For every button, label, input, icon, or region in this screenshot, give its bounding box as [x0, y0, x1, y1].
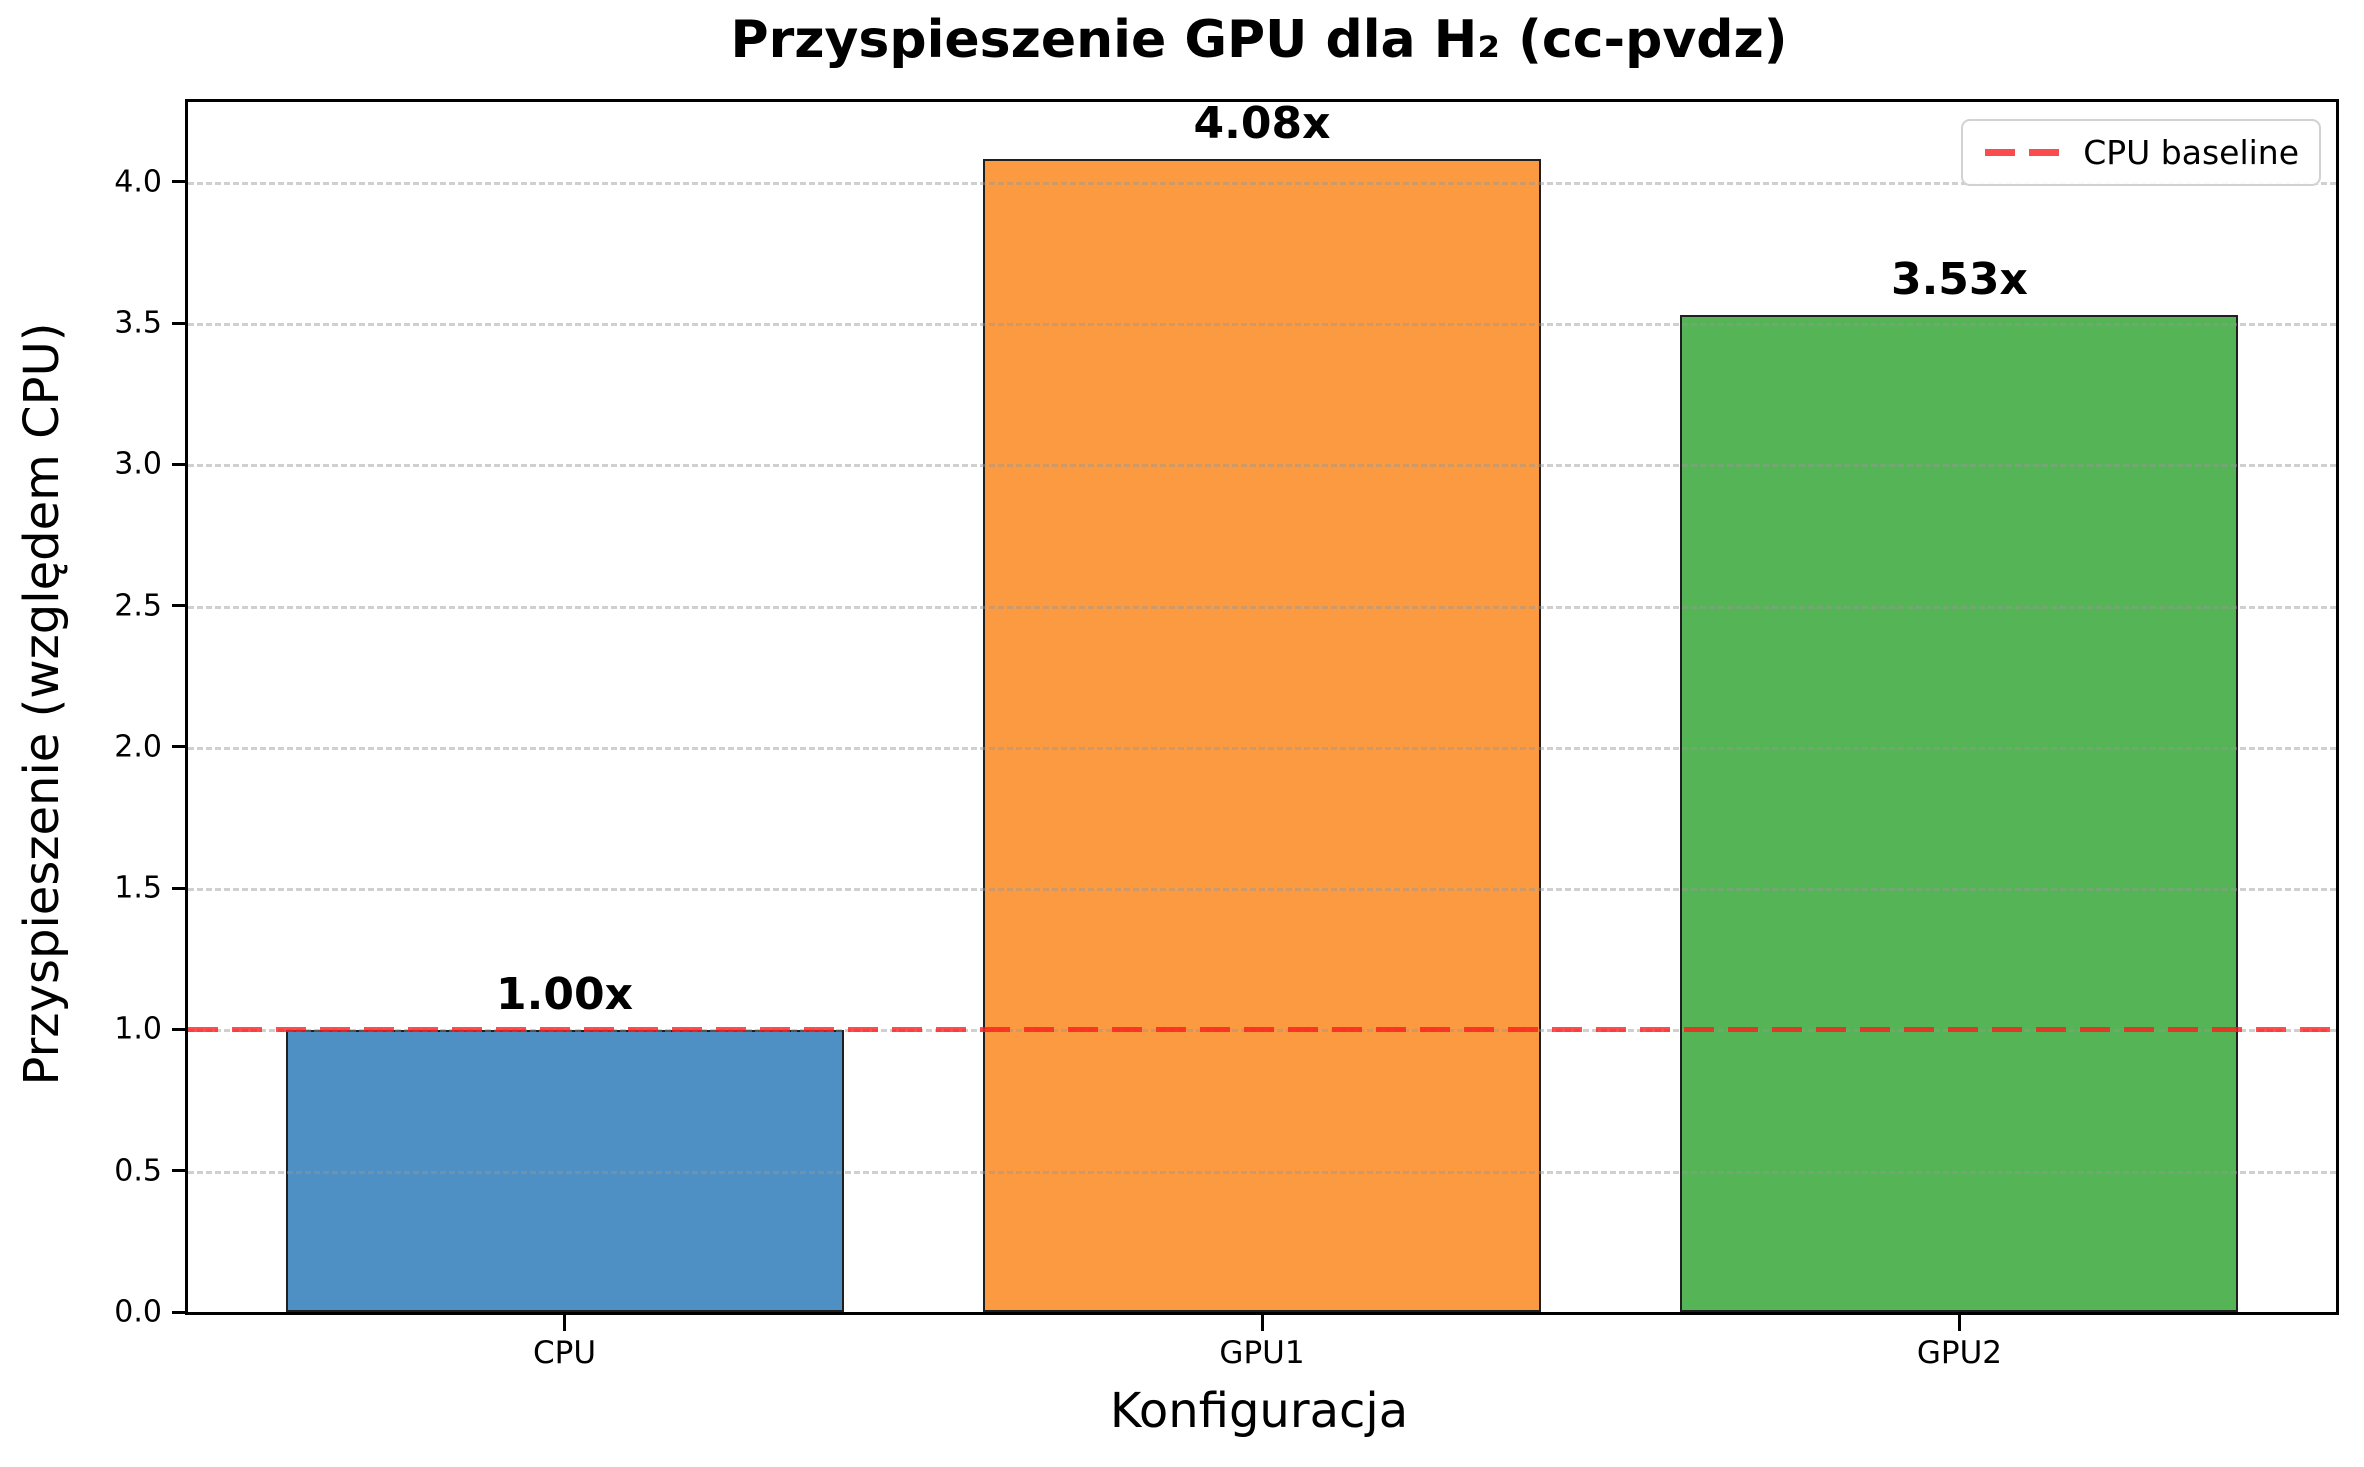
ytick-label-1.0: 1.0 — [114, 1011, 162, 1047]
ytick-mark-3.5 — [172, 321, 188, 325]
ytick-mark-2.5 — [172, 604, 188, 608]
plot-area: CPU baseline 1.00x 4.08x 3.53x — [185, 98, 2339, 1315]
ytick-mark-1.5 — [172, 886, 188, 890]
ytick-label-1.5: 1.5 — [114, 870, 162, 906]
bar-value-label-gpu1: 4.08x — [1193, 98, 1331, 150]
ytick-label-0.0: 0.0 — [114, 1294, 162, 1330]
y-axis-label: Przyspieszenie (względem CPU) — [14, 322, 70, 1086]
ytick-label-2.5: 2.5 — [114, 588, 162, 624]
legend-box: CPU baseline — [1961, 119, 2321, 186]
xtick-mark-gpu1 — [1260, 1315, 1264, 1331]
xtick-mark-gpu2 — [1957, 1315, 1961, 1331]
chart-title: Przyspieszenie GPU dla H₂ (cc-pvdz) — [730, 10, 1788, 70]
xtick-label-gpu2: GPU2 — [1916, 1335, 2003, 1371]
ytick-mark-0.0 — [172, 1310, 188, 1314]
bar-cpu — [285, 1029, 844, 1312]
ytick-mark-1.0 — [172, 1027, 188, 1031]
ytick-mark-3.0 — [172, 462, 188, 466]
bar-gpu1 — [982, 159, 1542, 1312]
bar-value-label-gpu2: 3.53x — [1890, 253, 2028, 305]
x-axis-label: Konfiguracja — [1109, 1383, 1409, 1439]
legend-entry-cpu-baseline: CPU baseline — [2083, 133, 2299, 172]
ytick-mark-0.5 — [172, 1169, 188, 1173]
ytick-mark-2.0 — [172, 745, 188, 749]
ytick-label-3.5: 3.5 — [114, 305, 162, 341]
baseline-dash-swatch-icon — [1985, 149, 2062, 156]
ytick-label-0.5: 0.5 — [114, 1153, 162, 1189]
ytick-mark-4.0 — [172, 180, 188, 184]
ytick-label-2.0: 2.0 — [114, 729, 162, 765]
xtick-label-gpu1: GPU1 — [1219, 1335, 1305, 1371]
xtick-label-cpu: CPU — [533, 1335, 597, 1371]
bar-gpu2 — [1680, 314, 2239, 1312]
xtick-mark-cpu — [563, 1315, 567, 1331]
ytick-label-3.0: 3.0 — [114, 446, 162, 482]
bar-value-label-cpu: 1.00x — [496, 968, 634, 1020]
ytick-label-4.0: 4.0 — [114, 164, 162, 200]
